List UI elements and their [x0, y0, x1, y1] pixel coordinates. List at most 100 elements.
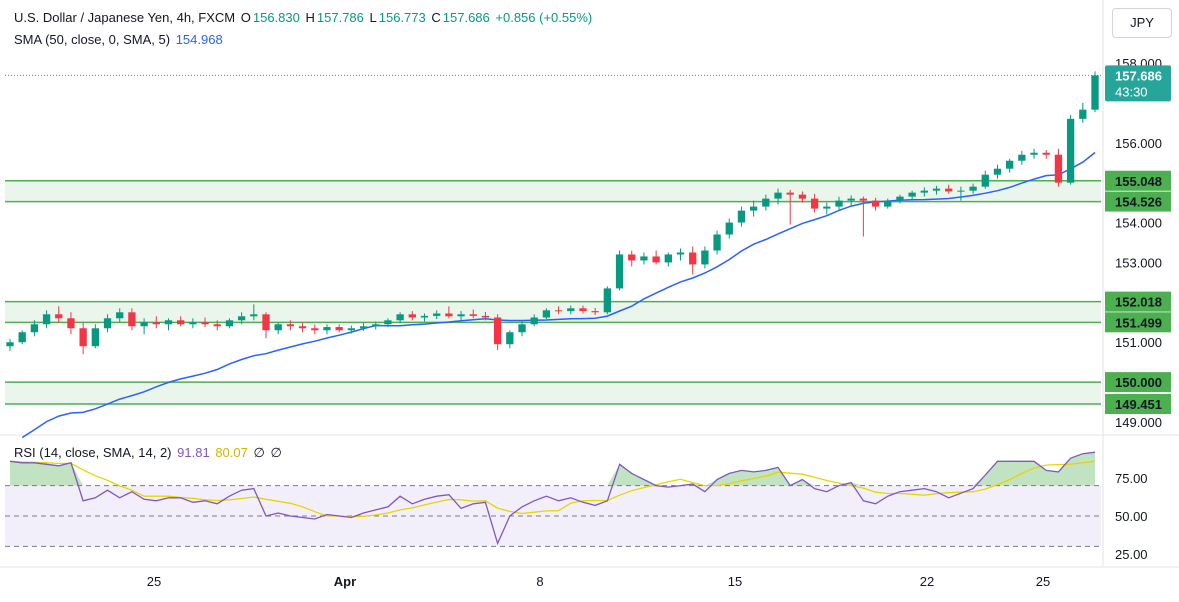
candle-body-32 — [396, 314, 404, 321]
low-value: 156.773 — [378, 10, 426, 25]
time-tick-2: 8 — [536, 574, 543, 589]
zone-top-tag-0 — [1105, 170, 1171, 191]
rsi-ob-fill-5 — [70, 462, 84, 486]
rsi-ma-line — [9, 460, 1096, 518]
candle-body-55 — [676, 252, 685, 255]
candle-body-46 — [567, 308, 575, 312]
candle-body-67 — [823, 206, 831, 209]
candle-body-78 — [957, 190, 965, 192]
candle-body-82 — [1006, 160, 1014, 169]
candle-body-57 — [701, 250, 709, 265]
rsi-tick-2: 25.00 — [1115, 547, 1148, 562]
support-zone-0 — [5, 180, 1101, 202]
rsi-extra-1: ∅ — [253, 445, 265, 460]
rsi-legend: RSI (14, close, SMA, 14, 2) 91.81 80.07 … — [14, 445, 284, 461]
rsi-ob-fill-0 — [10, 461, 23, 486]
candle-body-27 — [335, 327, 343, 331]
rsi-ob-fill-82 — [1009, 461, 1022, 486]
candle-body-40 — [493, 317, 502, 345]
candle-body-34 — [420, 315, 429, 318]
rsi-ob-fill-83 — [1021, 461, 1035, 486]
candle-body-75 — [920, 190, 928, 193]
candle-body-38 — [469, 314, 477, 316]
open-label: O — [240, 10, 251, 25]
support-zone-1 — [5, 301, 1101, 323]
rsi-extra-2: ∅ — [270, 445, 282, 460]
candle-body-17 — [213, 324, 221, 327]
symbol-title: U.S. Dollar / Japanese Yen, 4h, FXCM — [14, 10, 236, 25]
candle-body-1 — [18, 332, 26, 343]
candle-body-19 — [237, 316, 246, 321]
sma-label: SMA (50, close, 0, SMA, 5) — [14, 32, 171, 47]
candle-body-45 — [554, 310, 563, 312]
candle-body-37 — [457, 314, 465, 317]
candle-body-0 — [6, 342, 14, 347]
rsi-ob-fill-57 — [704, 479, 718, 486]
time-tick-3: 15 — [728, 574, 742, 589]
rsi-ob-fill-80 — [985, 461, 998, 486]
candle-body-4 — [55, 314, 63, 319]
change-value: +0.856 (+0.55%) — [495, 10, 593, 25]
candle-body-8 — [103, 318, 112, 329]
candle-body-59 — [725, 222, 733, 235]
zone-bottom-tag-0 — [1105, 191, 1171, 212]
candle-body-87 — [1066, 118, 1075, 183]
rsi-ob-fill-50 — [619, 464, 632, 486]
high-value: 157.786 — [316, 10, 364, 25]
candle-body-65 — [798, 194, 807, 199]
candle-body-74 — [908, 192, 916, 197]
zone-top-label-0: 155.048 — [1115, 174, 1162, 189]
candle-body-24 — [298, 326, 307, 329]
candle-body-89 — [1091, 75, 1099, 110]
candle-body-16 — [201, 322, 209, 325]
zone-top-label-2: 150.000 — [1115, 375, 1162, 390]
candle-body-84 — [1030, 152, 1038, 155]
price-tick-1: 156.000 — [1115, 136, 1162, 151]
candle-body-53 — [652, 256, 660, 263]
candle-body-56 — [689, 252, 697, 265]
price-tick-3: 153.000 — [1115, 255, 1162, 270]
countdown-label: 43:30 — [1115, 84, 1148, 99]
rsi-ob-fill-87 — [1070, 453, 1083, 486]
candle-body-6 — [79, 328, 87, 347]
rsi-ob-fill-69 — [851, 482, 864, 486]
currency-button[interactable]: JPY — [1112, 8, 1172, 38]
candle-body-69 — [847, 198, 855, 201]
candle-body-14 — [177, 320, 185, 325]
time-tick-1: Apr — [334, 574, 356, 589]
candle-body-77 — [945, 188, 953, 192]
candle-body-86 — [1054, 154, 1063, 183]
candle-body-61 — [749, 206, 758, 211]
candle-body-22 — [274, 324, 282, 331]
candle-body-81 — [993, 168, 1002, 175]
candle-body-52 — [640, 256, 648, 261]
candle-body-43 — [530, 317, 538, 325]
low-label: L — [369, 10, 377, 25]
candle-body-9 — [116, 312, 124, 319]
candle-body-51 — [628, 254, 636, 261]
candle-body-66 — [810, 198, 819, 209]
rsi-ob-fill-60 — [741, 470, 754, 486]
close-label: C — [431, 10, 441, 25]
candle-body-85 — [1042, 152, 1050, 155]
rsi-value: 91.81 — [177, 445, 210, 460]
time-tick-0: 25 — [147, 574, 161, 589]
chart-legend: U.S. Dollar / Japanese Yen, 4h, FXCM O 15… — [14, 10, 594, 25]
time-tick-5: 25 — [1036, 574, 1050, 589]
candle-body-62 — [762, 198, 770, 207]
candle-body-21 — [262, 314, 270, 331]
last-price-label: 157.686 — [1115, 68, 1162, 83]
close-value: 157.686 — [442, 10, 490, 25]
last-price-tag — [1105, 65, 1171, 102]
support-zone-2 — [5, 382, 1101, 405]
candle-body-13 — [164, 320, 173, 325]
candle-body-88 — [1079, 109, 1087, 119]
candle-body-11 — [140, 322, 148, 327]
zone-top-label-1: 152.018 — [1115, 295, 1162, 310]
rsi-ob-fill-2 — [34, 462, 47, 486]
rsi-ob-fill-88 — [1082, 452, 1095, 486]
candle-body-10 — [128, 312, 136, 327]
candle-body-72 — [884, 200, 892, 207]
candle-body-7 — [91, 328, 99, 347]
